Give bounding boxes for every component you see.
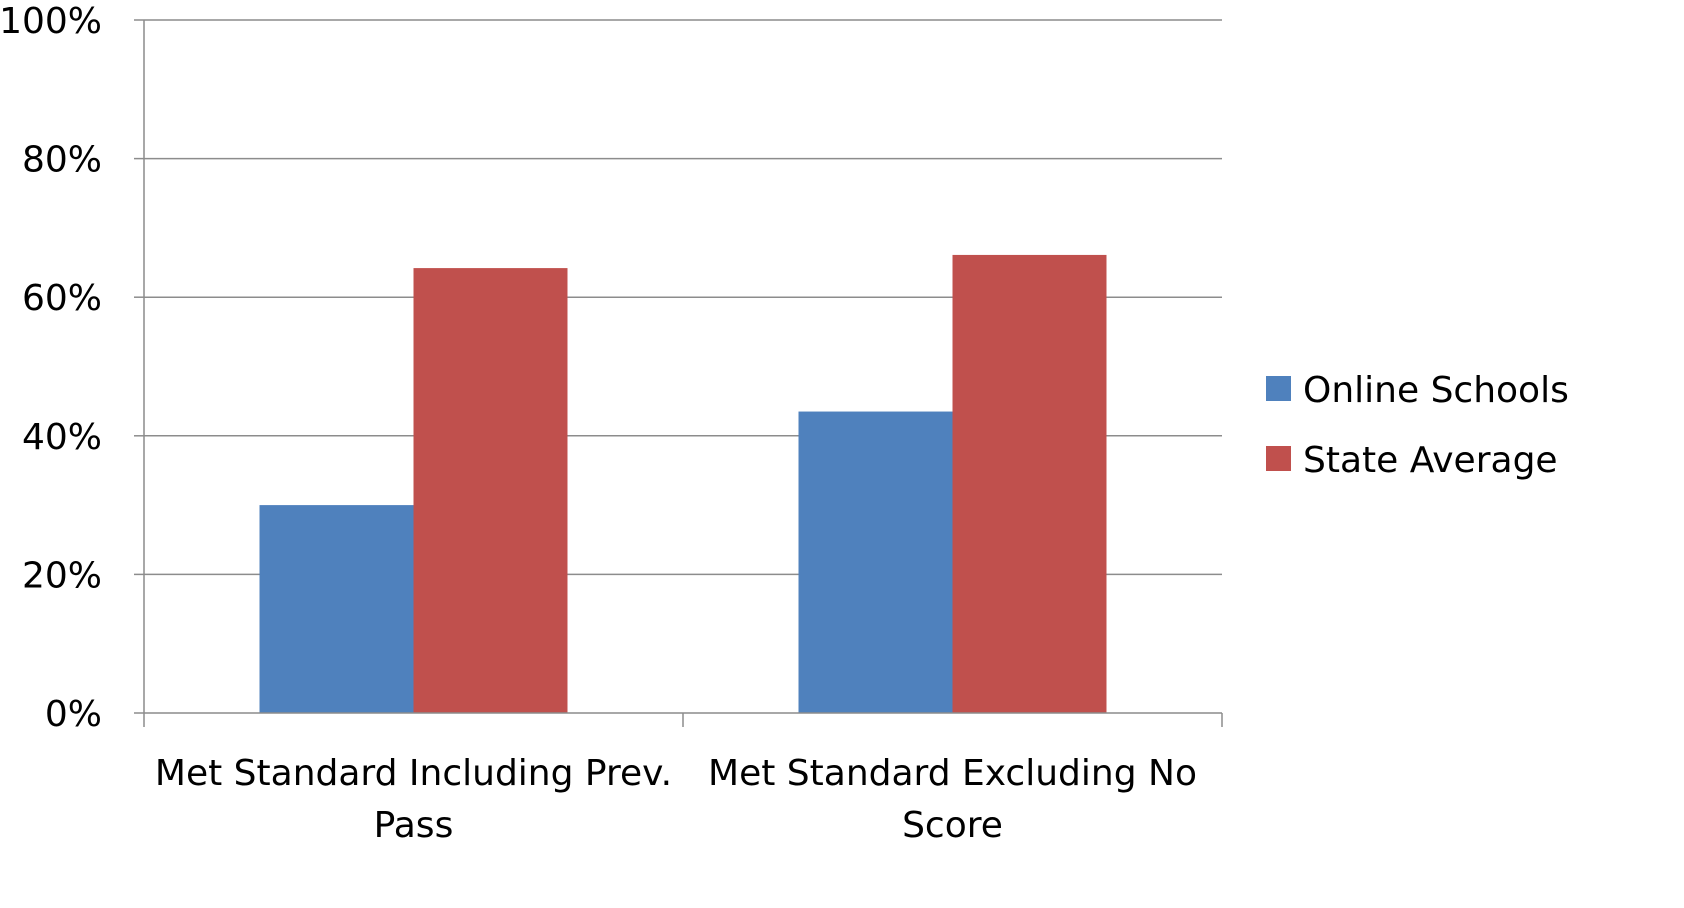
y-tick-label: 80% bbox=[22, 140, 102, 181]
x-tick-label-line: Met Standard Including Prev. bbox=[155, 753, 672, 794]
axes bbox=[134, 19, 1223, 727]
legend: Online Schools State Average bbox=[1266, 370, 1569, 481]
legend-label: State Average bbox=[1303, 440, 1558, 481]
y-tick-label: 0% bbox=[45, 694, 102, 735]
y-tick-label: 60% bbox=[22, 278, 102, 319]
x-tick-label-line: Pass bbox=[374, 805, 454, 846]
legend-label: Online Schools bbox=[1303, 370, 1569, 411]
bar bbox=[952, 254, 1107, 713]
bar bbox=[259, 505, 414, 713]
y-tick-label: 40% bbox=[22, 417, 102, 458]
legend-swatch bbox=[1266, 446, 1291, 471]
x-tick-label: Met Standard Including Prev. Pass bbox=[155, 753, 672, 846]
bars bbox=[259, 254, 1107, 713]
legend-swatch bbox=[1266, 376, 1291, 401]
x-tick-label-line: Score bbox=[902, 805, 1003, 846]
bar bbox=[413, 268, 568, 713]
y-tick-label: 20% bbox=[22, 555, 102, 596]
bar bbox=[798, 411, 953, 713]
y-tick-labels: 0% 20% 40% 60% 80% 100% bbox=[0, 1, 102, 735]
x-tick-label: Met Standard Excluding No Score bbox=[708, 753, 1197, 846]
y-tick-label: 100% bbox=[0, 1, 102, 42]
x-tick-label-line: Met Standard Excluding No bbox=[708, 753, 1197, 794]
